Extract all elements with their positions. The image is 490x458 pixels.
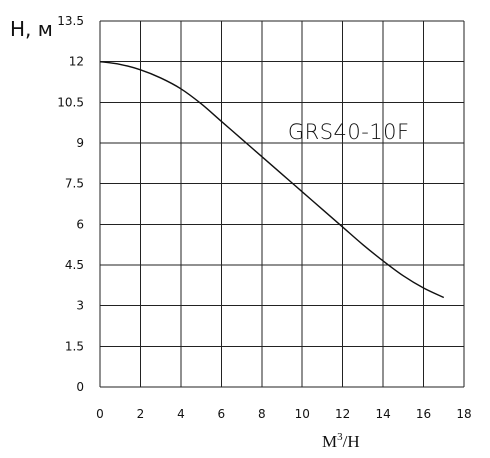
y-tick-label: 3 (76, 299, 84, 313)
x-tick-label: 6 (218, 407, 226, 421)
series-line-0 (99, 60, 445, 299)
tick-labels: 0 2 4 6 8 10 12 14 16 18 0 1.5 3 4.5 6 7.5 9 10.5 12 13.5 (57, 14, 471, 421)
x-axis-label-superscript: 3 (337, 431, 343, 443)
y-tick-label: 7.5 (65, 177, 84, 191)
x-tick-label: 16 (416, 407, 431, 421)
y-tick-label: 0 (76, 380, 84, 394)
y-tick-label: 9 (76, 136, 84, 150)
x-tick-label: 4 (177, 407, 185, 421)
x-tick-label: 2 (137, 407, 145, 421)
x-tick-label: 18 (456, 407, 471, 421)
y-tick-label: 12 (69, 55, 84, 69)
y-tick-label: 1.5 (65, 339, 84, 353)
series-label: GRS40-10F (288, 120, 410, 144)
x-axis-label-base: M (322, 432, 337, 451)
y-axis-label: H, м (10, 17, 53, 41)
x-tick-label: 8 (258, 407, 266, 421)
annotations: GRS40-10F (288, 120, 410, 144)
grid (99, 20, 465, 388)
x-tick-label: 14 (375, 407, 390, 421)
y-tick-label: 10.5 (57, 95, 84, 109)
x-axis-label: M3/H (322, 431, 360, 451)
series (99, 60, 445, 299)
y-tick-label: 6 (76, 217, 84, 231)
x-axis-label-suffix: /H (343, 432, 360, 451)
x-tick-label: 0 (96, 407, 104, 421)
x-tick-label: 10 (295, 407, 310, 421)
y-tick-label: 4.5 (65, 258, 84, 272)
x-tick-label: 12 (335, 407, 350, 421)
y-tick-label: 13.5 (57, 14, 84, 28)
